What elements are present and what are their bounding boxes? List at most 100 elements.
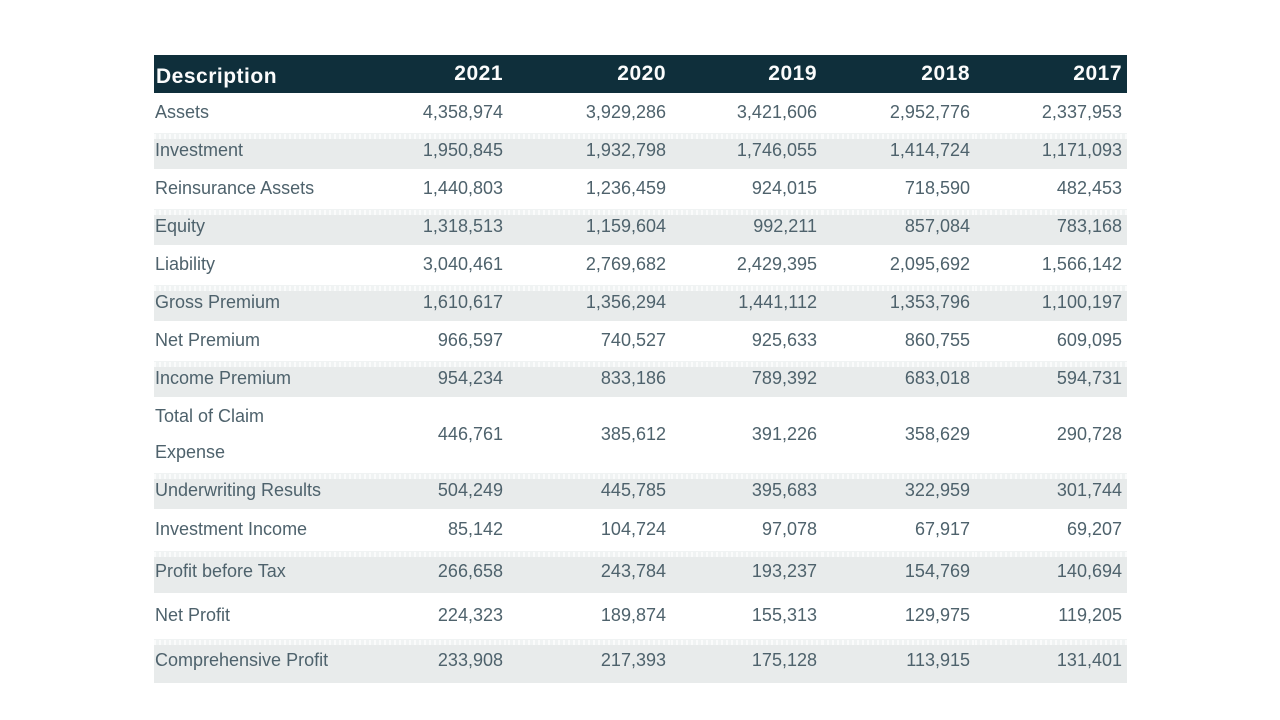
value-cell: 2,429,395	[736, 253, 817, 274]
value-cell: 69,207	[1066, 518, 1122, 539]
row-label: Reinsurance Assets	[154, 169, 364, 207]
value-cell: 224,323	[437, 604, 503, 625]
value-cell: 857,084	[822, 207, 975, 245]
table-row: Underwriting Results 504,249 445,785 395,68…	[154, 471, 1127, 509]
row-label: Comprehensive Profit	[154, 637, 364, 683]
row-label: Gross Premium	[154, 283, 364, 321]
header-row: Description 2021 2020 2019 2018 2017	[154, 55, 1127, 93]
value-cell: 119,205	[1058, 604, 1122, 625]
column-header-2021: 2021	[364, 55, 508, 93]
row-label: Total of Claim Expense	[154, 397, 364, 471]
row-label-text: Gross Premium	[155, 292, 281, 312]
value-cell: 1,950,845	[364, 131, 508, 169]
value-cell: 954,234	[364, 359, 508, 397]
row-label: Investment Income	[154, 509, 364, 549]
row-label: Equity	[154, 207, 364, 245]
row-label-text: Investment Income	[155, 519, 308, 539]
table-container: Description 2021 2020 2019 2018 2017 Ass…	[154, 55, 1127, 683]
row-label-text: Comprehensive Profit	[155, 650, 329, 670]
value-cell: 131,401	[975, 637, 1127, 683]
table-row: Investment Income 85,142 104,724 97,078 67,9…	[154, 509, 1127, 549]
value-cell: 718,590	[904, 177, 970, 198]
value-cell: 740,527	[600, 329, 666, 350]
table-row: Liability 3,040,461 2,769,682 2,429,395 2,09…	[154, 245, 1127, 283]
value-cell: 104,724	[600, 518, 666, 539]
financial-summary-table: Description 2021 2020 2019 2018 2017 Ass…	[154, 55, 1127, 683]
table-row: Reinsurance Assets 1,440,803 1,236,459 924,…	[154, 169, 1127, 207]
table-header: Description 2021 2020 2019 2018 2017	[154, 55, 1127, 93]
value-cell: 789,392	[671, 359, 822, 397]
value-cell: 4,358,974	[422, 101, 503, 122]
value-cell: 217,393	[508, 637, 671, 683]
value-cell: 1,932,798	[508, 131, 671, 169]
row-label: Assets	[154, 93, 364, 131]
row-label-text: Underwriting Results	[155, 480, 322, 500]
value-cell: 358,629	[904, 423, 970, 444]
value-cell: 504,249	[364, 471, 508, 509]
row-label-text: Net Premium	[155, 330, 261, 350]
table-row: Profit before Tax 266,658 243,784 193,237 15…	[154, 549, 1127, 593]
value-cell: 189,874	[600, 604, 666, 625]
column-header-2019: 2019	[671, 55, 822, 93]
value-cell: 391,226	[751, 423, 817, 444]
value-cell: 3,040,461	[422, 253, 503, 274]
value-cell: 925,633	[751, 329, 817, 350]
value-cell: 1,746,055	[671, 131, 822, 169]
row-label: Profit before Tax	[154, 549, 364, 593]
value-cell: 322,959	[822, 471, 975, 509]
value-cell: 992,211	[671, 207, 822, 245]
table-row: Comprehensive Profit 233,908 217,393 175,12…	[154, 637, 1127, 683]
value-cell: 97,078	[761, 518, 817, 539]
value-cell: 155,313	[751, 604, 817, 625]
table-row: Total of Claim Expense 446,761 385,612 391,…	[154, 397, 1127, 471]
value-cell: 445,785	[508, 471, 671, 509]
value-cell: 2,769,682	[585, 253, 666, 274]
value-cell: 113,915	[822, 637, 975, 683]
value-cell: 1,610,617	[364, 283, 508, 321]
row-label-text: Net Profit	[155, 605, 231, 625]
value-cell: 290,728	[1056, 423, 1122, 444]
value-cell: 833,186	[508, 359, 671, 397]
value-cell: 154,769	[822, 549, 975, 593]
value-cell: 1,159,604	[508, 207, 671, 245]
value-cell: 67,917	[914, 518, 970, 539]
value-cell: 1,318,513	[364, 207, 508, 245]
value-cell: 395,683	[671, 471, 822, 509]
row-label: Net Profit	[154, 593, 364, 637]
value-cell: 1,566,142	[1041, 253, 1122, 274]
row-label-text: Profit before Tax	[155, 561, 286, 581]
table-row: Net Profit 224,323 189,874 155,313 129,975 11…	[154, 593, 1127, 637]
value-cell: 860,755	[904, 329, 970, 350]
value-cell: 385,612	[600, 423, 666, 444]
value-cell: 2,337,953	[1041, 101, 1122, 122]
value-cell: 3,421,606	[736, 101, 817, 122]
table-row: Equity 1,318,513 1,159,604 992,211 857,084 78…	[154, 207, 1127, 245]
table-row: Income Premium 954,234 833,186 789,392 683,0…	[154, 359, 1127, 397]
row-label: Net Premium	[154, 321, 364, 359]
row-label-text: Equity	[155, 216, 206, 236]
value-cell: 924,015	[751, 177, 817, 198]
row-label-text: Total of Claim Expense	[155, 406, 265, 462]
value-cell: 2,095,692	[889, 253, 970, 274]
row-label-text: Income Premium	[155, 368, 292, 388]
value-cell: 1,171,093	[975, 131, 1127, 169]
value-cell: 193,237	[671, 549, 822, 593]
value-cell: 1,236,459	[585, 177, 666, 198]
value-cell: 1,356,294	[508, 283, 671, 321]
value-cell: 140,694	[975, 549, 1127, 593]
value-cell: 1,353,796	[822, 283, 975, 321]
value-cell: 2,952,776	[889, 101, 970, 122]
value-cell: 446,761	[437, 423, 503, 444]
column-header-2020: 2020	[508, 55, 671, 93]
row-label: Investment	[154, 131, 364, 169]
table-row: Net Premium 966,597 740,527 925,633 860,755 6…	[154, 321, 1127, 359]
row-label-text: Liability	[155, 254, 216, 274]
value-cell: 233,908	[364, 637, 508, 683]
table-row: Assets 4,358,974 3,929,286 3,421,606 2,952,7…	[154, 93, 1127, 131]
value-cell: 966,597	[437, 329, 503, 350]
value-cell: 1,440,803	[422, 177, 503, 198]
row-label: Liability	[154, 245, 364, 283]
value-cell: 1,441,112	[671, 283, 822, 321]
row-label-text: Assets	[155, 102, 210, 122]
value-cell: 683,018	[822, 359, 975, 397]
